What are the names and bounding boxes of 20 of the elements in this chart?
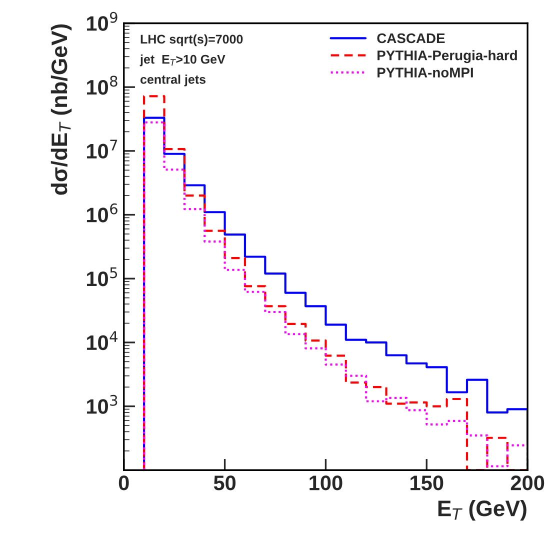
legend-label: PYTHIA-Perugia-hard (378, 50, 517, 64)
x-tick-label: 100 (310, 476, 342, 490)
x-axis-title: E$_{T}$ (GeV) (438, 500, 526, 521)
annotation: central jets (140, 74, 206, 86)
y-tick-label: 10$^{5}$ (86, 267, 118, 286)
y-tick-label: 10$^{6}$ (86, 203, 118, 222)
annotation: LHC sqrt(s)=7000 (140, 34, 243, 46)
y-tick-label: 10$^{8}$ (86, 76, 118, 95)
y-tick-label: 10$^{7}$ (86, 140, 118, 159)
legend-label: CASCADE (377, 33, 445, 44)
y-axis-title: dσ/dE$_{T}$ (nb/GeV) (50, 24, 72, 195)
x-tick-label: 50 (214, 476, 236, 490)
y-tick-label: 10$^{9}$ (86, 12, 118, 31)
legend-label: PYTHIA-noMPI (378, 68, 473, 78)
x-tick-label: 150 (410, 476, 444, 490)
x-tick-label: 0 (118, 476, 129, 490)
y-tick-label: 10$^{3}$ (86, 394, 118, 414)
annotation: jet E$_{T}$>10 GeV (140, 54, 226, 66)
x-tick-label: 200 (510, 476, 544, 490)
y-tick-label: 10$^{4}$ (86, 331, 118, 350)
